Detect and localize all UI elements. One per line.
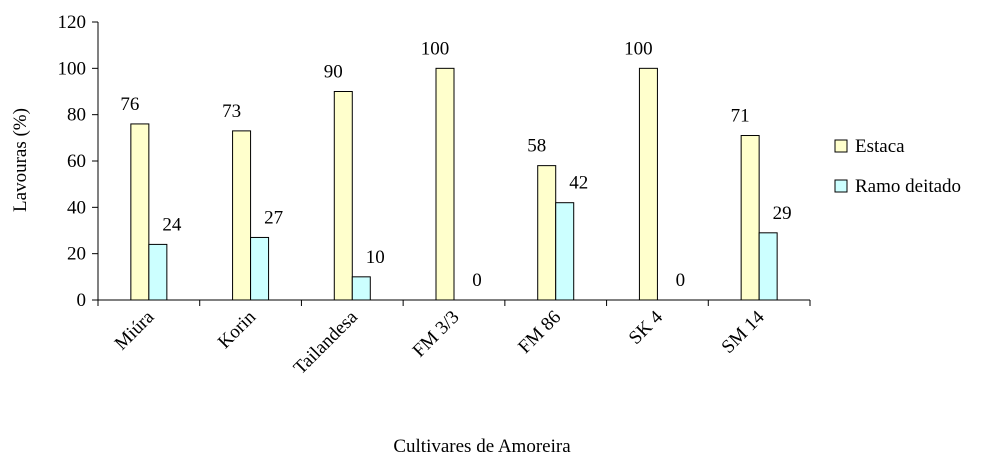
y-tick-label: 80: [67, 105, 86, 126]
y-tick-label: 100: [58, 58, 87, 79]
x-tick-label-sk-4: SK 4: [625, 306, 667, 348]
data-label-ramo-deitado-fm-86: 42: [569, 173, 588, 194]
bar-ramo-deitado-tailandesa: [351, 276, 371, 301]
bar-ramo-deitado-korin: [250, 236, 270, 301]
bar-estaca-korin: [232, 130, 252, 301]
y-tick-label: 120: [58, 12, 87, 33]
bar-estaca-sm-14: [740, 135, 760, 301]
x-tick-label-mi-ra: Miúra: [111, 306, 159, 354]
y-tick-label: 60: [67, 151, 86, 172]
bar-estaca-sk-4: [638, 67, 658, 301]
data-label-ramo-deitado-sm-14: 29: [773, 203, 792, 224]
data-label-estaca-korin: 73: [222, 101, 241, 122]
y-axis-title: Lavouras (%): [10, 108, 31, 212]
x-tick-label-fm-3-3: FM 3/3: [409, 307, 464, 362]
data-label-ramo-deitado-fm-3-3: 0: [472, 270, 482, 291]
y-axis: 0 20 40 60 80 100 120: [58, 12, 99, 311]
bar-estaca-fm-86: [537, 165, 557, 301]
data-label-ramo-deitado-sk-4: 0: [676, 270, 686, 291]
bar-estaca-fm-3-3: [435, 67, 455, 301]
x-axis: Miúra Korin Tailandesa FM 3/3 FM 86 SK 4 SM 14: [97, 299, 811, 379]
data-label-estaca-sk-4: 100: [624, 38, 653, 59]
x-tick-label-fm-86: FM 86: [514, 307, 565, 358]
x-tick-label-sm-14: SM 14: [718, 306, 769, 357]
legend-label-estaca: Estaca: [855, 136, 905, 157]
bar-ramo-deitado-mi-ra: [148, 243, 168, 301]
bar-estaca-tailandesa: [333, 91, 353, 301]
data-label-estaca-tailandesa: 90: [324, 62, 343, 83]
bar-estaca-mi-ra: [130, 123, 150, 301]
data-label-ramo-deitado-korin: 27: [264, 207, 283, 228]
data-label-ramo-deitado-tailandesa: 10: [366, 247, 385, 268]
legend-swatch-estaca: [834, 139, 848, 153]
data-labels: 76 24 73 27 90 10 100 0 58 42 100 0 71 29: [120, 38, 791, 291]
legend-label-ramo-deitado: Ramo deitado: [855, 176, 961, 197]
x-tick-label-tailandesa: Tailandesa: [290, 306, 362, 378]
legend: Estaca Ramo deitado: [834, 136, 961, 197]
bars: [130, 67, 778, 301]
data-label-ramo-deitado-mi-ra: 24: [162, 214, 182, 235]
x-axis-title: Cultivares de Amoreira: [393, 436, 571, 457]
y-tick-label: 40: [67, 197, 86, 218]
y-tick-label: 20: [67, 244, 86, 265]
y-tick-label: 0: [77, 290, 87, 311]
data-label-estaca-mi-ra: 76: [120, 94, 139, 115]
legend-swatch-ramo-deitado: [834, 179, 848, 193]
x-tick-label-korin: Korin: [214, 306, 261, 353]
data-label-estaca-fm-3-3: 100: [421, 38, 450, 59]
bar-ramo-deitado-sm-14: [758, 232, 778, 301]
data-label-estaca-sm-14: 71: [731, 106, 750, 127]
data-label-estaca-fm-86: 58: [527, 136, 546, 157]
bar-ramo-deitado-fm-86: [555, 202, 575, 301]
